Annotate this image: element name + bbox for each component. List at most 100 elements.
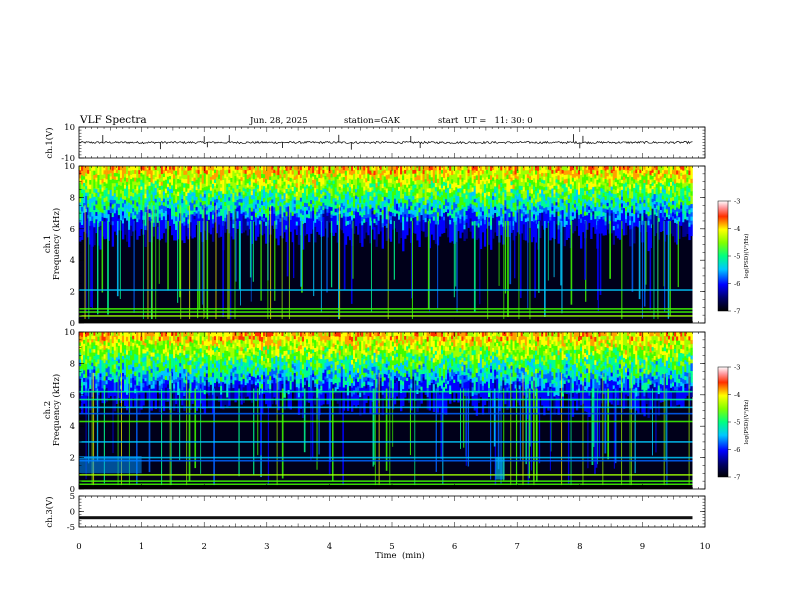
spectrogram-cell [573, 166, 577, 171]
spectrogram-cell [340, 199, 344, 204]
spectrogram-cell [620, 179, 624, 184]
spectrogram-cell [674, 218, 677, 223]
spectrogram-cell [148, 166, 151, 171]
spectrogram-cell [271, 202, 274, 207]
spectrogram-cell [674, 222, 677, 228]
spectrogram-cell [381, 196, 384, 202]
spectrogram-cell [279, 209, 282, 215]
spectrogram-cell [162, 183, 166, 188]
spectrogram-cell [236, 188, 239, 193]
spectrogram-cell [618, 207, 622, 212]
spectrogram-cell [207, 166, 211, 171]
spectrogram-cell [230, 185, 233, 190]
spectrogram-cell [530, 216, 534, 222]
spectrogram-cell [526, 166, 530, 171]
spectrogram-cell [469, 199, 472, 204]
spectrogram-cell [254, 191, 258, 196]
spectrogram-cell [121, 178, 125, 183]
spectrogram-cell [500, 174, 503, 179]
spectrogram-cell [643, 209, 646, 214]
spectrogram-cell [130, 212, 133, 218]
spectrogram-cell [467, 192, 470, 196]
spectrogram-cell [275, 197, 278, 203]
sferic-streak [570, 220, 573, 305]
spectrogram-cell [250, 211, 254, 216]
spectrogram-cell [432, 220, 436, 225]
spectrogram-cell [291, 182, 295, 187]
spectrogram-cell [555, 182, 558, 186]
spectrogram-cell [269, 189, 272, 194]
spectrogram-cell [555, 179, 558, 183]
spectrogram-cell [164, 206, 168, 212]
spectrogram-cell [438, 212, 442, 217]
sferic-streak [179, 220, 181, 298]
spectrogram-cell [393, 202, 397, 206]
spectrogram-cell [175, 211, 178, 217]
spectrogram-cell [89, 356, 92, 361]
spectrogram-cell [381, 218, 384, 224]
spectrogram-cell [258, 199, 262, 204]
spectrogram-cell [332, 173, 335, 177]
spectrogram-cell [637, 177, 640, 182]
spectrogram-cell [504, 179, 507, 184]
spectrogram-cell [367, 210, 370, 215]
sferic-streak [453, 220, 455, 298]
spectrogram-cell [543, 179, 546, 184]
spectrogram-cell [377, 173, 380, 179]
spectrogram-cell [680, 169, 683, 173]
spectrogram-cell [547, 213, 550, 223]
spectrogram-cell [271, 166, 274, 170]
spectrogram-cell [85, 185, 88, 190]
spectrogram-cell [310, 214, 313, 219]
spectrogram-cell [291, 199, 295, 204]
spectrogram-cell [557, 184, 560, 189]
spectrogram-cell [457, 184, 460, 189]
spectrogram-cell [177, 221, 180, 226]
spectrogram-cell [103, 221, 106, 240]
spectrogram-cell [506, 199, 509, 205]
spectrogram-cell [297, 170, 301, 175]
spectrogram-cell [447, 216, 450, 238]
spectrogram-cell [404, 173, 407, 178]
spectrogram-cell [479, 206, 483, 212]
spectrogram-cell [477, 214, 481, 219]
spectrogram-cell [263, 209, 266, 214]
spectrogram-cell [657, 197, 661, 203]
spectrogram-cell [418, 230, 421, 248]
spectrogram-cell [297, 212, 301, 218]
spectrogram-cell [99, 216, 102, 222]
spectrogram-cell [132, 200, 135, 205]
spectrogram-cell [547, 193, 550, 197]
spectrogram-cell [265, 208, 268, 214]
spectrogram-cell [475, 229, 479, 240]
spectrogram-cell [393, 216, 397, 229]
spectrogram-cell [357, 181, 360, 186]
spectrogram-cell [111, 170, 115, 175]
spectrogram-cell [246, 170, 250, 175]
sferic-streak [529, 205, 531, 323]
spectrogram-cell [584, 174, 587, 179]
spectrogram-cell [213, 205, 217, 210]
spectrogram-cell [320, 209, 323, 215]
spectrogram-cell [148, 177, 151, 182]
spectrogram-cell [506, 208, 509, 214]
spectrogram-cell [672, 185, 675, 190]
spectrogram-cell [490, 211, 493, 217]
spectrogram-cell [440, 198, 444, 203]
spectrogram-cell [189, 202, 192, 207]
sferic-streak [503, 205, 505, 323]
spectrogram-cell [99, 362, 102, 367]
spectrogram-cell [391, 209, 395, 213]
spectrogram-cell [633, 213, 636, 219]
spectrogram-cell [455, 186, 458, 192]
spectrogram-cell [220, 173, 223, 177]
spectrogram-cell [594, 198, 597, 203]
spectrogram-cell [447, 169, 450, 174]
spectrogram-cell [592, 193, 595, 198]
spectrogram-cell [216, 205, 219, 210]
sferic-streak [561, 220, 563, 314]
spectrogram-cell [168, 179, 172, 183]
spectrogram-cell [109, 352, 113, 357]
spectrogram-cell [238, 188, 241, 193]
spectrogram-cell [549, 193, 552, 198]
